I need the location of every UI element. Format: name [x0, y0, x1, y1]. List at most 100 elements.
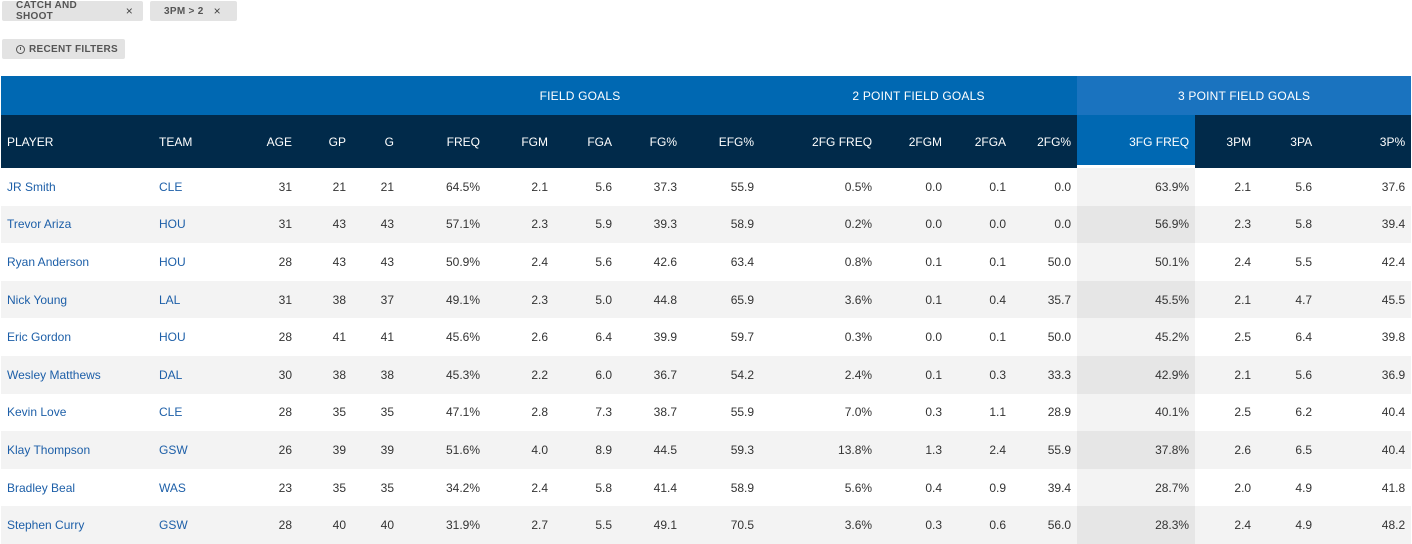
- close-icon[interactable]: ×: [213, 4, 221, 18]
- cell-2fg-freq: 0.3%: [844, 330, 873, 345]
- player-link[interactable]: Klay Thompson: [7, 442, 91, 457]
- column-header-3p-pct[interactable]: 3P%: [1318, 115, 1412, 168]
- cell-fgm: 2.2: [486, 355, 554, 394]
- column-header-2fg-freq[interactable]: 2FG FREQ: [760, 115, 879, 168]
- cell-3pm: 2.1: [1234, 179, 1252, 194]
- cell-2fg-pct: 0.0: [1012, 205, 1078, 244]
- cell-3fg-freq: 63.9%: [1077, 168, 1196, 206]
- column-header-g[interactable]: G: [352, 115, 400, 168]
- cell-gp: 38: [298, 355, 352, 394]
- cell-player: Klay Thompson: [1, 431, 153, 469]
- recent-filters-button[interactable]: RECENT FILTERS: [2, 39, 125, 59]
- column-header-fga[interactable]: FGA: [554, 115, 618, 168]
- cell-2fg-freq: 13.8%: [760, 431, 879, 469]
- team-link[interactable]: CLE: [159, 405, 183, 420]
- column-header-freq[interactable]: FREQ: [400, 115, 486, 168]
- group-header-blank: [1, 76, 400, 115]
- cell-freq: 45.6%: [445, 330, 480, 345]
- cell-3p-pct: 42.4: [1381, 254, 1406, 269]
- cell-3p-pct: 39.4: [1318, 205, 1412, 244]
- filter-chip-catch-and-shoot[interactable]: CATCH AND SHOOT ×: [2, 0, 143, 22]
- player-link[interactable]: Bradley Beal: [7, 480, 76, 495]
- close-icon[interactable]: ×: [125, 4, 133, 18]
- cell-efg-pct: 55.9: [730, 405, 755, 420]
- column-header-3fg-freq[interactable]: 3FG FREQ: [1077, 115, 1196, 168]
- team-link[interactable]: DAL: [159, 367, 183, 382]
- column-header-2fga[interactable]: 2FGA: [948, 115, 1013, 168]
- cell-2fg-pct: 55.9: [1012, 431, 1078, 469]
- column-header-fg-pct[interactable]: FG%: [618, 115, 683, 168]
- cell-3pm: 2.3: [1195, 205, 1258, 244]
- cell-team: HOU: [153, 243, 239, 281]
- cell-age: 31: [239, 280, 298, 319]
- cell-efg-pct: 54.2: [683, 355, 761, 394]
- cell-efg-pct: 59.3: [683, 431, 761, 469]
- group-header-2pt: 2 POINT FIELD GOALS: [760, 76, 1078, 115]
- player-link[interactable]: Ryan Anderson: [7, 254, 90, 269]
- column-header-2fgm[interactable]: 2FGM: [878, 115, 949, 168]
- cell-3p-pct: 45.5: [1318, 280, 1412, 319]
- cell-g: 43: [352, 205, 400, 244]
- cell-3pm: 2.1: [1195, 280, 1258, 319]
- column-header-gp[interactable]: GP: [298, 115, 352, 168]
- cell-fgm: 2.3: [486, 205, 554, 244]
- cell-3p-pct: 40.4: [1318, 431, 1412, 469]
- cell-fga: 7.3: [595, 405, 612, 420]
- table-row: Trevor Ariza HOU 31 43 43 57.1% 2.3 5.9 39.3 58.9…: [1, 205, 1412, 244]
- cell-3pm: 2.4: [1195, 506, 1258, 544]
- column-header-fgm[interactable]: FGM: [486, 115, 554, 168]
- cell-2fgm: 1.3: [878, 431, 949, 469]
- player-link[interactable]: Nick Young: [7, 292, 68, 307]
- cell-gp: 35: [332, 405, 346, 420]
- team-link[interactable]: CLE: [159, 179, 183, 194]
- player-link[interactable]: JR Smith: [7, 179, 56, 194]
- column-header-2fg-pct[interactable]: 2FG%: [1012, 115, 1078, 168]
- cell-gp: 43: [332, 254, 346, 269]
- team-link[interactable]: HOU: [159, 254, 186, 269]
- cell-age: 28: [278, 330, 292, 345]
- team-link[interactable]: GSW: [159, 518, 188, 533]
- stats-table: FIELD GOALS 2 POINT FIELD GOALS 3 POINT …: [1, 76, 1412, 544]
- cell-3fg-freq: 45.2%: [1077, 318, 1196, 356]
- cell-freq: 49.1%: [400, 280, 486, 319]
- team-link[interactable]: HOU: [159, 217, 186, 232]
- team-link[interactable]: WAS: [159, 480, 186, 495]
- column-header-3pa[interactable]: 3PA: [1257, 115, 1319, 168]
- team-link[interactable]: HOU: [159, 330, 186, 345]
- cell-team: HOU: [153, 318, 239, 356]
- cell-g: 35: [380, 480, 394, 495]
- team-link[interactable]: LAL: [159, 292, 181, 307]
- cell-2fgm: 0.1: [925, 254, 943, 269]
- cell-3p-pct: 39.8: [1381, 330, 1406, 345]
- column-header-3pm[interactable]: 3PM: [1195, 115, 1258, 168]
- cell-3fg-freq: 37.8%: [1077, 431, 1196, 469]
- player-link[interactable]: Wesley Matthews: [7, 367, 101, 382]
- cell-fga: 6.0: [554, 355, 618, 394]
- cell-2fga: 0.0: [948, 205, 1013, 244]
- cell-3fg-freq: 28.3%: [1077, 506, 1196, 544]
- player-link[interactable]: Stephen Curry: [7, 518, 85, 533]
- column-header-efg-pct[interactable]: EFG%: [683, 115, 761, 168]
- column-header-player[interactable]: PLAYER: [1, 115, 153, 168]
- cell-fga: 5.0: [554, 280, 618, 319]
- player-link[interactable]: Eric Gordon: [7, 330, 72, 345]
- cell-3pm: 2.5: [1234, 405, 1252, 420]
- cell-3pm: 2.6: [1195, 431, 1258, 469]
- cell-3pa: 4.9: [1295, 480, 1313, 495]
- team-link[interactable]: GSW: [159, 442, 188, 457]
- cell-2fg-pct: 28.9: [1047, 405, 1072, 420]
- cell-g: 38: [352, 355, 400, 394]
- player-link[interactable]: Trevor Ariza: [7, 217, 72, 232]
- cell-fg-pct: 44.8: [618, 280, 683, 319]
- cell-fga: 6.4: [595, 330, 612, 345]
- cell-2fga: 1.1: [989, 405, 1007, 420]
- cell-age: 28: [278, 254, 292, 269]
- column-header-age[interactable]: AGE: [239, 115, 298, 168]
- player-link[interactable]: Kevin Love: [7, 405, 67, 420]
- column-header-team[interactable]: TEAM: [153, 115, 239, 168]
- filter-chip-3pm[interactable]: 3PM > 2 ×: [150, 1, 237, 21]
- filter-chip-label: 3PM > 2: [164, 5, 204, 17]
- cell-fg-pct: 36.7: [618, 355, 683, 394]
- cell-gp: 43: [298, 205, 352, 244]
- cell-player: Stephen Curry: [1, 506, 153, 544]
